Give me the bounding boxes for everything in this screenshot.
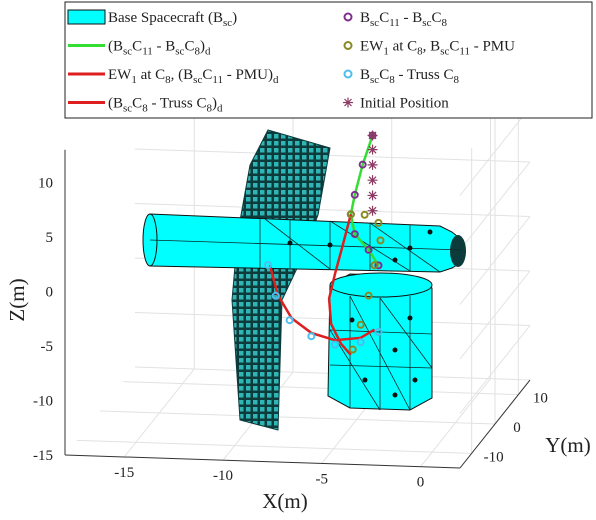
legend-label-part: , (B (171, 67, 194, 83)
initial-position (368, 130, 378, 140)
legend-label-part: d (273, 74, 279, 86)
z-tick-label: 10 (38, 176, 53, 192)
trajectory-point (308, 333, 314, 339)
initial-position (368, 145, 378, 155)
legend-label-part: (B (108, 39, 123, 55)
grid-line (77, 440, 472, 453)
legend-swatch (68, 10, 105, 24)
legend-label-part: ) (232, 10, 237, 26)
y-tick-label: -10 (484, 449, 504, 465)
y-axis-label: Y(m) (545, 433, 591, 457)
legend-label-part: EW (108, 67, 132, 83)
initial-position (368, 175, 378, 185)
legend-label-part: C (379, 10, 389, 26)
legend-label-part: sc (123, 103, 132, 115)
legend-label-part: sc (440, 46, 449, 58)
z-tick-label: 0 (46, 285, 54, 301)
trajectory-point (287, 317, 293, 323)
legend-label-part: sc (123, 46, 132, 58)
legend-label-part: - B (400, 10, 423, 26)
legend-label-part: sc (370, 17, 379, 29)
legend: Base Spacecraft (Bsc)(BscC11 - BscC8)dEW… (65, 2, 592, 118)
legend-label-part: sc (193, 74, 202, 86)
z-axis-label: Z(m) (5, 278, 29, 321)
legend-label-part: C (449, 39, 459, 55)
legend-label-part: (B (108, 96, 123, 112)
initial-position (368, 190, 378, 200)
trajectory-point (362, 212, 368, 218)
legend-label-part: sc (175, 46, 184, 58)
trajectory-point (375, 220, 381, 226)
x-tick-label: -15 (114, 465, 134, 481)
legend-label-part: - B (153, 39, 176, 55)
legend-label-part: Initial Position (360, 96, 449, 112)
horizontal-module (150, 214, 462, 272)
z-tick-label: -10 (33, 394, 53, 410)
z-tick-label: -5 (41, 339, 54, 355)
legend-label-part: C (132, 39, 142, 55)
legend-label-part: sc (370, 74, 379, 86)
legend-label-part: , B (423, 39, 441, 55)
legend-label-part: B (360, 10, 370, 26)
initial-position (368, 206, 378, 216)
legend-swatch (343, 98, 353, 108)
legend-label-part: Base Spacecraft (B (108, 10, 223, 26)
chart: -15 -10 -5 0 -10 0 10 -15 -10 -5 0 5 10 X(m) Y(m) Z(… (0, 0, 596, 520)
legend-label-part: B (360, 67, 370, 83)
legend-label-part: d (217, 103, 223, 115)
z-tick-label: -15 (33, 448, 53, 464)
initial-position (368, 160, 378, 170)
solar-panel (232, 130, 330, 430)
z-tick-label: 5 (46, 230, 54, 246)
legend-label-part: 11 (459, 46, 470, 58)
legend-label-part: - Truss C (148, 96, 207, 112)
grid-line (123, 382, 518, 395)
legend-label-part: sc (422, 17, 431, 29)
y-tick-label: 10 (533, 391, 548, 407)
y-tick-label: 0 (513, 420, 521, 436)
legend-label-part: C (379, 67, 389, 83)
module-top (330, 273, 432, 297)
legend-label-part: sc (223, 17, 232, 29)
legend-label-part: - Truss C (395, 67, 454, 83)
axis-labels: X(m) Y(m) Z(m) (5, 278, 591, 513)
legend-label-part: 11 (212, 74, 223, 86)
legend-label-part: - PMU) (223, 67, 273, 83)
module-nose (450, 235, 466, 267)
legend-label-part: at C (389, 39, 417, 55)
x-tick-label: 0 (417, 475, 425, 491)
legend-label-part: C (202, 67, 212, 83)
x-axis-label: X(m) (262, 489, 308, 513)
legend-label-part: 11 (389, 17, 400, 29)
legend-label: Initial Position (360, 96, 449, 112)
legend-label-part: 8 (454, 74, 460, 86)
legend-label-part: EW (360, 39, 384, 55)
legend-label-part: d (205, 46, 211, 58)
x-tick-label: -5 (316, 471, 329, 487)
legend-label-part: C (132, 96, 142, 112)
x-tick-label: -10 (213, 468, 233, 484)
spacecraft (143, 130, 466, 430)
legend-label-part: C (184, 39, 194, 55)
legend-label-part: 11 (142, 46, 153, 58)
legend-label-part: C (431, 10, 441, 26)
grid-line (100, 411, 495, 424)
legend-label-part: 8 (441, 17, 447, 29)
legend-label-part: at C (137, 67, 165, 83)
legend-label-part: - PMU (470, 39, 515, 55)
